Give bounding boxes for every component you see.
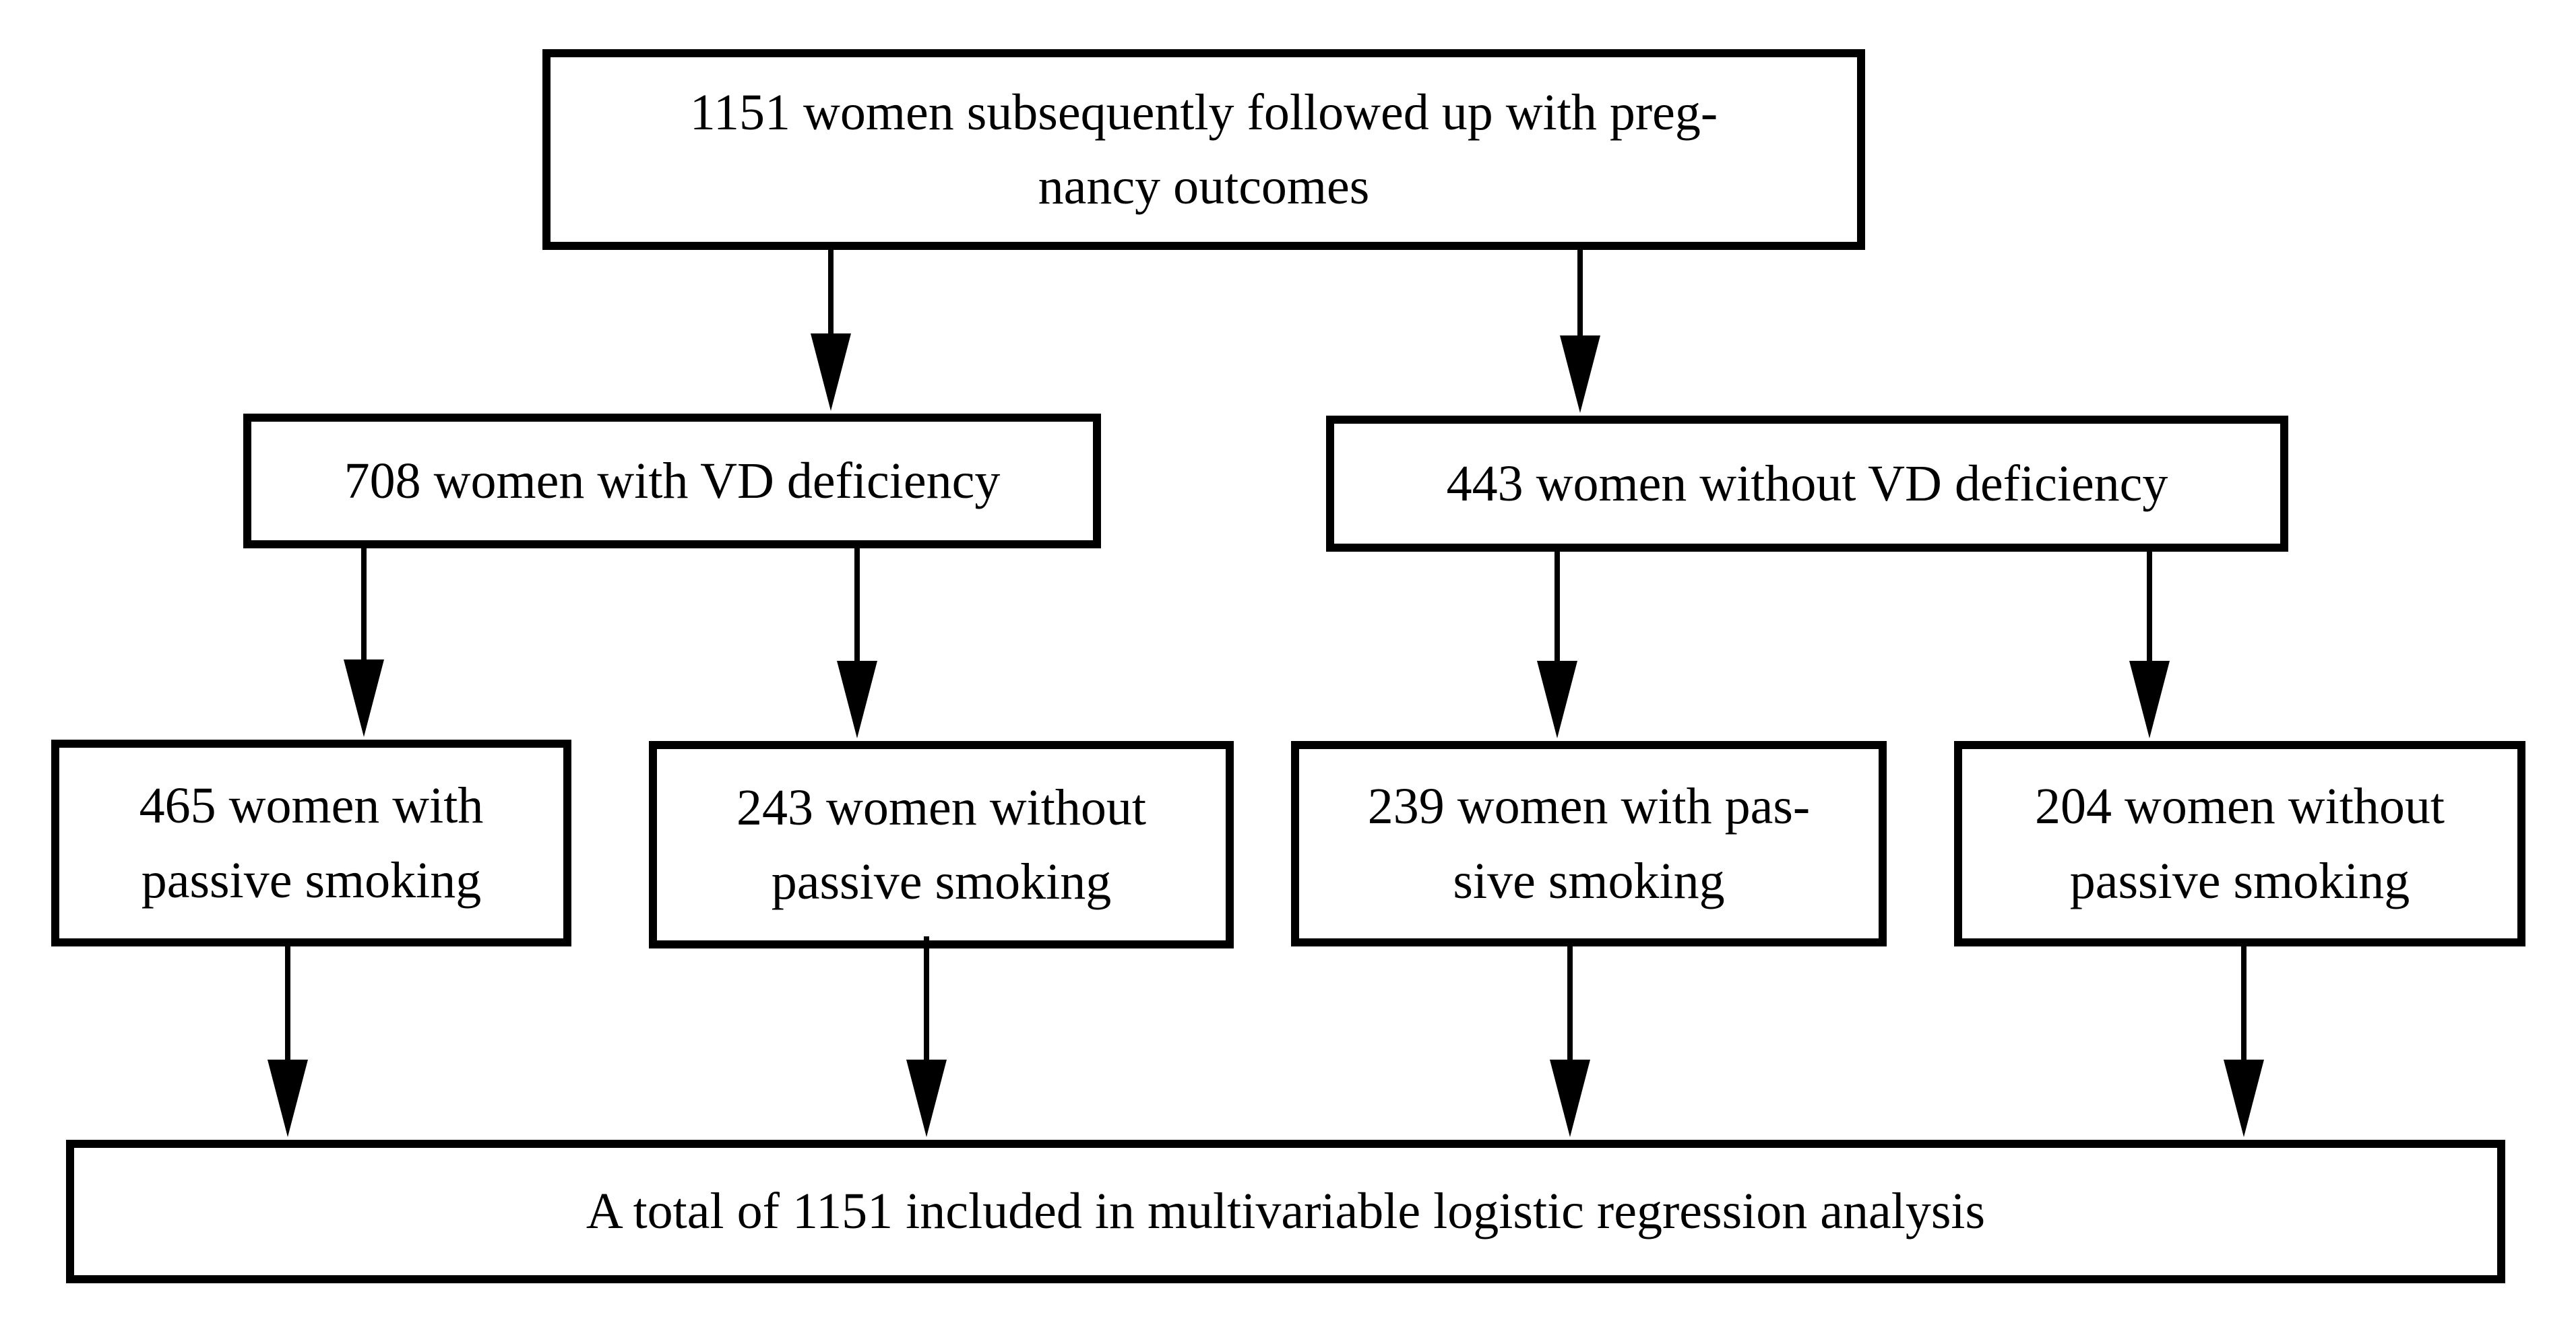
- arrow-followup-to-no-vd-deficiency: [1560, 250, 1600, 413]
- arrow-vd-to-vd-no-passive: [837, 548, 877, 738]
- arrow-head-icon: [2129, 661, 2170, 738]
- arrow-head-icon: [344, 659, 384, 737]
- arrow-shaft: [828, 250, 834, 333]
- box-no-vd-deficiency-label: 443 women without VD deficiency: [1446, 455, 2168, 512]
- arrow-head-icon: [837, 661, 877, 738]
- arrow-head-icon: [268, 1060, 308, 1137]
- box-followup-label: 1151 women subsequently followed up with…: [689, 84, 1718, 215]
- arrow-followup-to-vd-deficiency: [811, 250, 851, 411]
- box-novd-passive-label: 239 women with pas- sive smoking: [1367, 778, 1811, 909]
- arrow-head-icon: [1537, 661, 1577, 738]
- arrow-novd-passive-to-total: [1550, 946, 1590, 1137]
- box-vd-deficiency-label: 708 women with VD deficiency: [344, 452, 1001, 509]
- arrow-shaft: [2147, 552, 2152, 661]
- arrow-vd-to-vd-passive: [344, 548, 384, 737]
- box-vd-no-passive-label: 243 women without passive smoking: [736, 779, 1146, 910]
- arrow-shaft: [361, 548, 367, 659]
- arrow-shaft: [2241, 946, 2247, 1060]
- box-novd-no-passive: 204 women without passive smoking: [1954, 741, 2525, 946]
- box-novd-passive: 239 women with pas- sive smoking: [1291, 741, 1887, 946]
- box-vd-passive-label: 465 women with passive smoking: [139, 777, 484, 909]
- arrow-vd-passive-to-total: [268, 946, 308, 1137]
- box-no-vd-deficiency: 443 women without VD deficiency: [1326, 416, 2288, 552]
- box-total-label: A total of 1151 included in multivariabl…: [586, 1183, 1986, 1240]
- box-novd-no-passive-label: 204 women without passive smoking: [2035, 778, 2445, 909]
- arrow-shaft: [1554, 552, 1560, 661]
- arrow-head-icon: [811, 333, 851, 411]
- arrow-shaft: [854, 548, 860, 661]
- arrow-shaft: [924, 936, 929, 1060]
- box-vd-no-passive: 243 women without passive smoking: [649, 741, 1234, 948]
- arrow-head-icon: [1550, 1060, 1590, 1137]
- box-followup: 1151 women subsequently followed up with…: [542, 49, 1865, 250]
- arrow-novd-to-novd-no-passive: [2129, 552, 2170, 738]
- arrow-vd-no-passive-to-total: [906, 936, 947, 1137]
- box-vd-deficiency: 708 women with VD deficiency: [243, 414, 1101, 548]
- arrow-novd-no-passive-to-total: [2224, 946, 2264, 1137]
- arrow-shaft: [1567, 946, 1573, 1060]
- arrow-shaft: [285, 946, 290, 1060]
- arrow-shaft: [1577, 250, 1583, 335]
- arrow-head-icon: [1560, 335, 1600, 413]
- arrow-head-icon: [906, 1060, 947, 1137]
- arrow-head-icon: [2224, 1060, 2264, 1137]
- box-total: A total of 1151 included in multivariabl…: [66, 1140, 2505, 1283]
- box-vd-passive: 465 women with passive smoking: [51, 740, 571, 946]
- arrow-novd-to-novd-passive: [1537, 552, 1577, 738]
